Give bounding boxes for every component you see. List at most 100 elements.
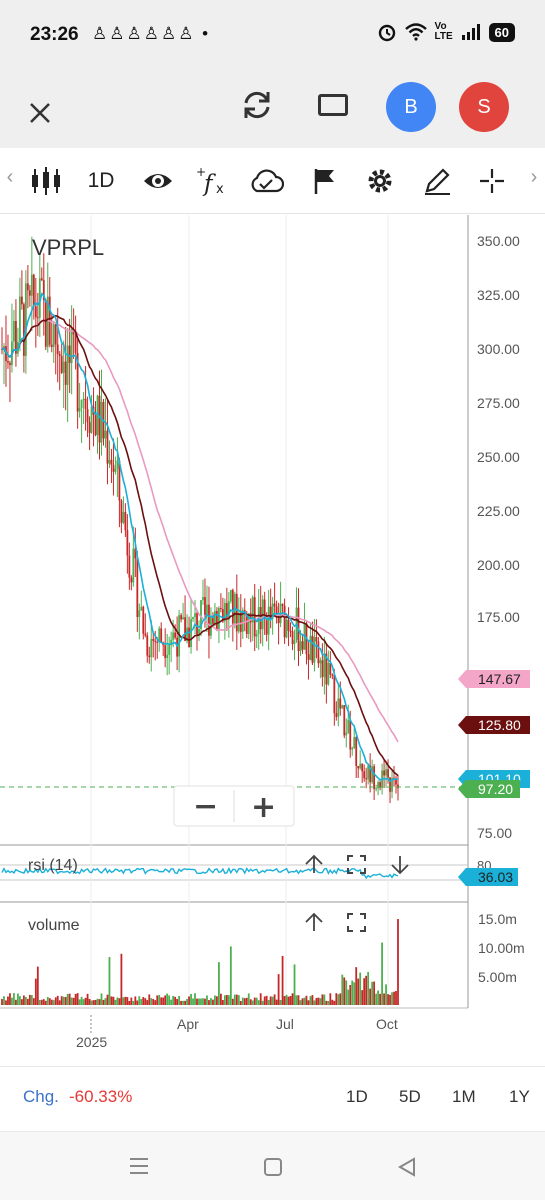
volume-bar (293, 964, 296, 1005)
refresh-button[interactable] (240, 88, 274, 122)
candlestick-button[interactable] (30, 166, 62, 196)
candle-body (269, 606, 272, 619)
candle-body (331, 674, 334, 676)
volume-move-up-button[interactable] (305, 912, 323, 931)
volume-bar (323, 994, 326, 1005)
volume-bar (172, 995, 175, 1005)
visibility-button[interactable] (142, 166, 174, 196)
toolbar-scroll-right[interactable]: › (530, 166, 538, 188)
volume-bar (82, 999, 85, 1005)
candle-body (227, 601, 230, 618)
range-1d[interactable]: 1D (346, 1087, 368, 1106)
rsi-move-down-button[interactable] (391, 856, 409, 875)
draw-button[interactable] (422, 166, 452, 196)
zoom-out-button[interactable]: − (193, 789, 218, 824)
toolbar-scroll-left[interactable]: ‹ (6, 166, 14, 188)
candle-body (363, 771, 366, 779)
close-button[interactable] (24, 90, 56, 123)
volume-bar (393, 991, 395, 1005)
candle-body (60, 355, 63, 373)
volume-bar (231, 998, 234, 1005)
gear-icon (368, 169, 392, 193)
volume-bar (196, 998, 198, 1005)
candle-body (9, 362, 11, 365)
candle-body (299, 641, 302, 652)
candle-body (247, 613, 250, 634)
candle-body (170, 639, 173, 646)
volume-bar (355, 967, 358, 1005)
candle-body (190, 619, 192, 648)
ma-dark-label: 125.80 (478, 717, 521, 733)
cloud-save-button[interactable] (248, 166, 285, 196)
candle-body (317, 641, 320, 664)
volume-bar (299, 1000, 302, 1005)
candle-body (142, 606, 145, 634)
avatar-s[interactable]: S (459, 82, 509, 132)
home-button[interactable] (262, 1156, 284, 1184)
candle-body (333, 675, 336, 714)
candle-body (88, 422, 91, 433)
avatar-b[interactable]: B (386, 82, 436, 132)
candle-body (126, 530, 129, 556)
crosshair-button[interactable] (478, 166, 506, 196)
time-tick: Jul (276, 1016, 294, 1032)
time-tick: Apr (177, 1016, 199, 1032)
candle-body (64, 361, 67, 385)
volume-bar (219, 993, 222, 1005)
volume-bar (259, 993, 262, 1005)
range-1y[interactable]: 1Y (509, 1087, 530, 1106)
rsi-move-up-button[interactable] (305, 854, 323, 873)
volume-bar (24, 997, 27, 1005)
candle-body (265, 615, 268, 635)
candle-body (168, 645, 171, 655)
candle-body (214, 610, 216, 624)
candle-body (208, 604, 210, 636)
flag-icon (314, 169, 334, 194)
volume-bar (345, 980, 348, 1005)
settings-button[interactable] (366, 166, 394, 196)
candle-body (323, 653, 326, 678)
zoom-in-button[interactable]: + (251, 790, 276, 825)
battery-indicator: 60 (488, 22, 515, 42)
volume-bar (60, 996, 63, 1005)
candle-body (100, 401, 103, 443)
volume-bar (112, 996, 115, 1005)
back-button[interactable] (396, 1156, 418, 1184)
rsi-maximize-button[interactable] (347, 855, 366, 874)
candle-body (319, 660, 322, 664)
volume-bar (257, 1000, 260, 1005)
candle-body (287, 619, 290, 631)
volume-bar (36, 966, 39, 1005)
candle-body (377, 782, 380, 789)
chart-toolbar: ‹ 1D + f x › (0, 148, 545, 214)
range-5d[interactable]: 5D (399, 1087, 421, 1106)
top-bar: B S (0, 70, 545, 148)
volume-bar (233, 994, 236, 1005)
volume-maximize-button[interactable] (347, 913, 366, 932)
status-bar: 23:26 ♙♙♙♙♙♙ • Vo LTE 60 (0, 0, 545, 70)
candle-body (395, 778, 397, 785)
candle-body (58, 354, 61, 356)
status-time: 23:26 (30, 24, 79, 45)
volume-bar (397, 919, 399, 1005)
volume-bar (194, 993, 196, 1005)
candle-body (221, 609, 224, 622)
volume-bar (3, 996, 5, 1005)
recent-apps-button[interactable] (128, 1156, 150, 1182)
candle-body (84, 398, 87, 409)
alerts-button[interactable] (310, 166, 338, 196)
rsi-value: 36.03 (478, 869, 513, 885)
price-tick: 225.00 (477, 503, 520, 519)
interval-button[interactable]: 1D (87, 169, 115, 192)
candle-body (172, 632, 175, 640)
indicators-button[interactable]: + f x (196, 165, 228, 197)
candle-body (40, 278, 43, 281)
candle-body (218, 607, 220, 629)
range-1m[interactable]: 1M (452, 1087, 476, 1106)
volume-bar (367, 971, 370, 1005)
chart-area[interactable]: VPRPL 350.00 325.00 300.00 275.00 250.00… (0, 215, 545, 1065)
price-chart[interactable]: VPRPL 350.00 325.00 300.00 275.00 250.00… (0, 215, 545, 1065)
window-mode-button[interactable] (318, 94, 348, 116)
volume-label: volume (28, 917, 80, 934)
candle-body (325, 653, 328, 685)
